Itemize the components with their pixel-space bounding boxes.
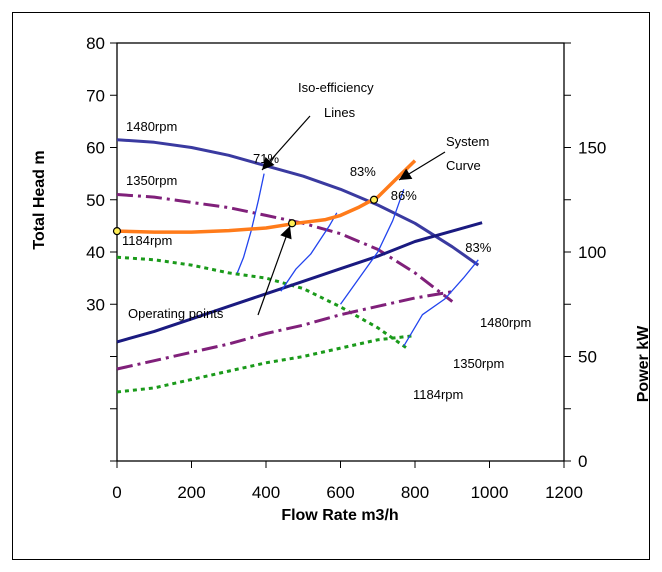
y-axis-ticks: 30 40 50 60 70 80 [86,34,117,462]
y-tick-label: 80 [86,34,105,53]
power-label-1184rpm: 1184rpm [413,387,463,402]
x-tick-label: 400 [252,483,280,502]
x-tick-label: 0 [112,483,121,502]
operating-points-arrow-shaft [257,225,291,316]
x-tick-label: 1000 [471,483,509,502]
y2-tick-label: 0 [578,452,587,471]
system-curve [116,159,417,234]
power-curve-1350rpm [116,290,453,371]
head-label-1184rpm: 1184rpm [122,233,172,248]
y2-axis-title: Power kW [635,325,652,402]
head-curve-1480rpm [116,138,480,267]
y-tick-label: 40 [86,243,105,262]
iso-efficiency-line [403,259,479,347]
x-tick-label: 600 [326,483,354,502]
system-curve-arrow-head [399,168,413,180]
operating-point [112,227,122,236]
power-curve-1184rpm [116,334,416,394]
x-tick-label: 1200 [545,483,583,502]
iso-efficiency-label: 86% [391,188,417,203]
head-label-1480rpm: 1480rpm [126,119,177,134]
curves-layer [112,115,483,394]
labels-layer: 1480rpm 1350rpm 1184rpm 1480rpm 1350rpm 1184r… [122,80,531,402]
power-label-1480rpm: 1480rpm [480,315,531,330]
x-axis-ticks: 0 200 400 600 800 1000 1200 [112,461,583,502]
operating-point [287,219,297,228]
y2-axis-ticks: 0 50 100 150 [564,42,606,471]
x-tick-label: 200 [177,483,205,502]
x-axis-title: Flow Rate m3/h [281,507,398,524]
operating-points-arrow-head [280,226,292,240]
iso-efficiency-arrow-head [262,157,275,170]
iso-efficiency-line [280,212,338,292]
y2-tick-label: 50 [578,348,597,367]
iso-efficiency-line [236,173,265,274]
power-curve-1480rpm [116,221,483,344]
iso-efficiency-label: 83% [465,240,491,255]
head-label-1350rpm: 1350rpm [126,173,177,188]
iso-efficiency-label: 71% [253,151,279,166]
y-tick-label: 70 [86,86,105,105]
system-curve-title-line2: Curve [446,158,481,173]
iso-efficiency-title-line2: Lines [324,105,356,120]
iso-efficiency-label: 83% [350,164,376,179]
y-tick-label: 50 [86,191,105,210]
iso-efficiency-line [339,189,405,305]
chart-frame [12,12,650,560]
y-tick-label: 60 [86,139,105,158]
y2-tick-label: 100 [578,243,606,262]
iso-efficiency-arrow-shaft [261,115,311,171]
head-curve-1184rpm [116,255,409,350]
x-tick-label: 800 [401,483,429,502]
iso-efficiency-title-line1: Iso-efficiency [298,80,374,95]
power-label-1350rpm: 1350rpm [453,356,504,371]
y-axis-title: Total Head m [31,150,48,249]
operating-points-title: Operating points [128,306,224,321]
y-tick-label: 30 [86,295,105,314]
operating-point [369,195,379,204]
y2-tick-label: 150 [578,139,606,158]
system-curve-title-line1: System [446,134,489,149]
